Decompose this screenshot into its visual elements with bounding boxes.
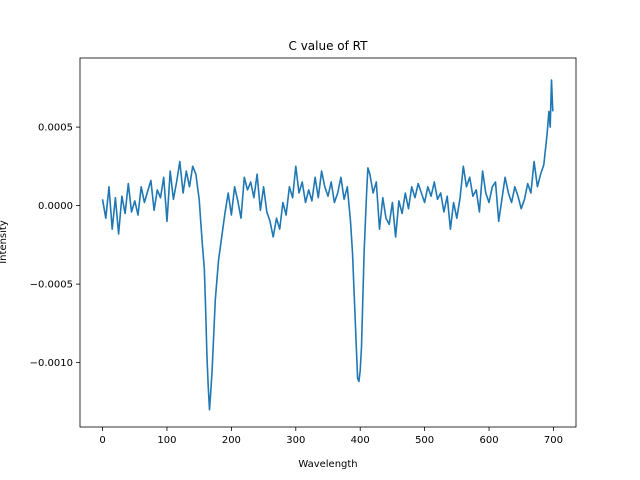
x-tick-label: 200 (222, 435, 241, 446)
y-tick-label: −0.0005 (30, 280, 73, 291)
y-tick-label: 0.0000 (38, 201, 73, 212)
x-tick-label: 300 (286, 435, 305, 446)
x-tick-label: 0 (99, 435, 105, 446)
series-line (101, 79, 554, 411)
y-tick-label: 0.0005 (38, 123, 73, 134)
x-axis-label: Wavelength (298, 459, 357, 470)
x-tick-label: 100 (157, 435, 176, 446)
chart-title: C value of RT (289, 39, 369, 53)
x-axis-ticks: 0 100 200 300 400 500 600 700 (99, 427, 563, 446)
plot-area-frame (79, 57, 577, 428)
y-tick-label: −0.0010 (30, 358, 73, 369)
x-tick-label: 600 (479, 435, 498, 446)
y-axis-ticks: −0.0010 −0.0005 0.0000 0.0005 (30, 123, 80, 369)
x-tick-label: 400 (351, 435, 370, 446)
x-tick-label: 500 (415, 435, 434, 446)
x-tick-label: 700 (544, 435, 563, 446)
y-axis-label: Intensity (0, 220, 9, 264)
